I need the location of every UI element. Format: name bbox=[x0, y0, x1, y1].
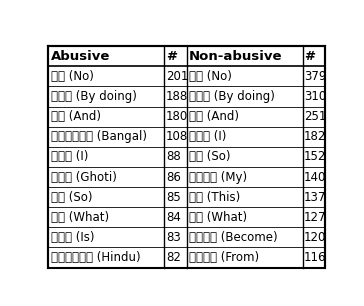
Text: 379: 379 bbox=[304, 70, 327, 83]
Text: 108: 108 bbox=[166, 130, 188, 143]
Text: Abusive: Abusive bbox=[51, 50, 110, 63]
Text: তো (So): তো (So) bbox=[189, 150, 230, 163]
Text: 85: 85 bbox=[166, 191, 181, 204]
Text: 82: 82 bbox=[166, 251, 181, 264]
Text: কি (What): কি (What) bbox=[189, 211, 247, 224]
Text: আর (And): আর (And) bbox=[189, 110, 239, 123]
Text: 84: 84 bbox=[166, 211, 181, 224]
Text: ঘটি (Ghoti): ঘটি (Ghoti) bbox=[51, 170, 116, 184]
Text: কি (What): কি (What) bbox=[51, 211, 109, 224]
Text: 137: 137 bbox=[304, 191, 327, 204]
Text: না (No): না (No) bbox=[51, 70, 94, 83]
Text: এই (This): এই (This) bbox=[189, 191, 240, 204]
Text: 88: 88 bbox=[166, 150, 181, 163]
Text: আমার (My): আমার (My) bbox=[189, 170, 247, 184]
Text: 152: 152 bbox=[304, 150, 327, 163]
Text: আমি (I): আমি (I) bbox=[51, 150, 88, 163]
Text: 127: 127 bbox=[304, 211, 327, 224]
Text: 201: 201 bbox=[166, 70, 188, 83]
Text: 83: 83 bbox=[166, 231, 181, 244]
Text: #: # bbox=[304, 50, 315, 63]
Text: 182: 182 bbox=[304, 130, 327, 143]
Text: বাংলাল (Bangal): বাংলাল (Bangal) bbox=[51, 130, 147, 143]
Text: হিন্দু (Hindu): হিন্দু (Hindu) bbox=[51, 251, 140, 264]
Text: থেকে (From): থেকে (From) bbox=[189, 251, 259, 264]
Text: করে (By doing): করে (By doing) bbox=[189, 90, 275, 103]
Text: 251: 251 bbox=[304, 110, 327, 123]
Text: 188: 188 bbox=[166, 90, 188, 103]
Text: 120: 120 bbox=[304, 231, 327, 244]
Text: 310: 310 bbox=[304, 90, 326, 103]
Text: তো (So): তো (So) bbox=[51, 191, 92, 204]
Text: আমি (I): আমি (I) bbox=[189, 130, 226, 143]
Text: হয়ে (Become): হয়ে (Become) bbox=[189, 231, 277, 244]
Text: #: # bbox=[166, 50, 177, 63]
Text: 140: 140 bbox=[304, 170, 327, 184]
Text: Non-abusive: Non-abusive bbox=[189, 50, 282, 63]
Text: 116: 116 bbox=[304, 251, 327, 264]
Text: 86: 86 bbox=[166, 170, 181, 184]
Text: করে (By doing): করে (By doing) bbox=[51, 90, 136, 103]
Text: হয় (Is): হয় (Is) bbox=[51, 231, 94, 244]
Text: আর (And): আর (And) bbox=[51, 110, 100, 123]
Text: না (No): না (No) bbox=[189, 70, 232, 83]
Text: 180: 180 bbox=[166, 110, 188, 123]
